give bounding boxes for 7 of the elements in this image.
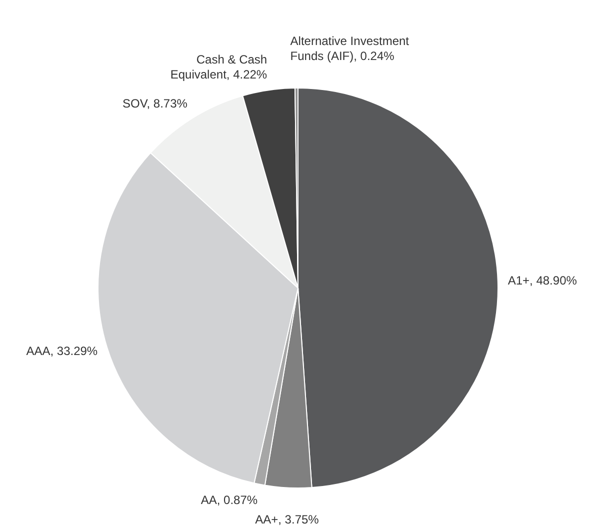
slice-label: Cash & Cash Equivalent, 4.22% — [170, 52, 268, 82]
slice-label: AA+, 3.75% — [255, 512, 320, 527]
slice-label: AA, 0.87% — [200, 493, 258, 508]
slice-label: SOV, 8.73% — [122, 96, 188, 110]
slice-label: Alternative Investment Funds (AIF), 0.24% — [290, 34, 410, 64]
slice-label: A1+, 48.90% — [508, 274, 578, 288]
slice-label: AAA, 33.29% — [26, 344, 98, 358]
